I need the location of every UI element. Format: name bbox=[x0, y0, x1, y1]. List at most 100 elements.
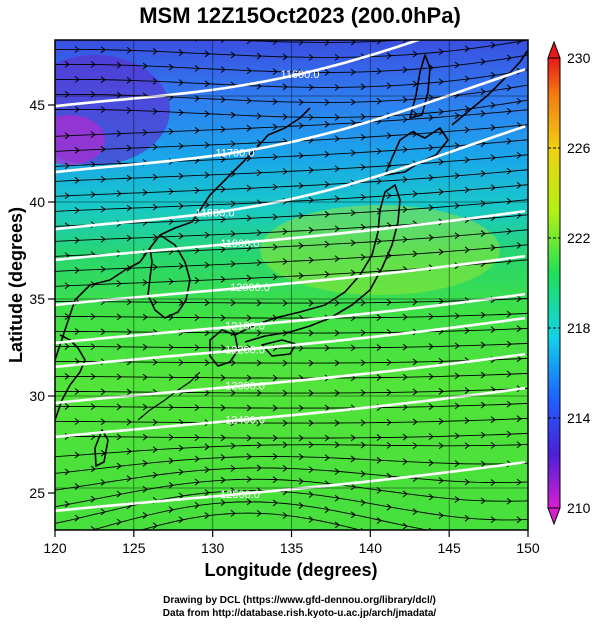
wind-arrow bbox=[282, 389, 288, 397]
coastline-asia-mainland bbox=[55, 107, 311, 361]
wind-arrow bbox=[126, 298, 132, 306]
wind-arrow bbox=[480, 341, 486, 349]
streamline bbox=[55, 357, 528, 364]
wind-arrow bbox=[220, 245, 226, 253]
wind-arrow bbox=[481, 29, 485, 35]
wind-arrow bbox=[376, 97, 382, 105]
wind-arrow bbox=[376, 147, 382, 155]
wind-arrow bbox=[376, 314, 382, 321]
streamline bbox=[55, 372, 528, 379]
wind-arrow bbox=[386, 132, 392, 139]
wind-arrow bbox=[64, 162, 70, 170]
wind-arrow bbox=[464, 186, 470, 194]
wind-arrow bbox=[350, 68, 356, 76]
wind-arrow bbox=[152, 522, 158, 530]
wind-arrow bbox=[74, 266, 80, 274]
wind-arrow bbox=[246, 314, 252, 322]
streamline bbox=[223, 40, 410, 43]
wind-arrow bbox=[204, 329, 210, 337]
wind-arrow bbox=[480, 311, 486, 319]
wind-arrow bbox=[376, 434, 382, 441]
wind-arrow bbox=[65, 534, 69, 540]
contour-label: 12200.0 bbox=[225, 345, 265, 357]
wind-arrow bbox=[428, 433, 434, 440]
wind-arrow bbox=[100, 508, 106, 516]
wind-arrow bbox=[376, 456, 382, 464]
wind-arrow bbox=[168, 506, 174, 514]
wind-arrow bbox=[298, 404, 304, 412]
wind-arrow bbox=[74, 483, 80, 490]
wind-arrow bbox=[506, 137, 512, 145]
wind-arrow bbox=[360, 389, 366, 397]
streamline bbox=[55, 154, 528, 182]
coldest-region bbox=[55, 115, 105, 165]
wind-arrow bbox=[117, 32, 121, 38]
wind-arrow bbox=[490, 441, 496, 449]
wind-arrow bbox=[152, 358, 158, 366]
streamline bbox=[55, 54, 528, 73]
wind-arrow bbox=[308, 83, 314, 91]
wind-arrow bbox=[90, 343, 96, 351]
wind-arrow bbox=[465, 552, 469, 558]
contour-line bbox=[55, 125, 526, 231]
wind-arrow bbox=[178, 49, 184, 56]
wind-arrow bbox=[194, 217, 200, 224]
x-tick-label: 150 bbox=[516, 540, 540, 556]
wind-arrow bbox=[308, 53, 314, 61]
wind-arrow bbox=[126, 328, 132, 336]
streamline bbox=[55, 139, 528, 167]
contour-label: 12100.0 bbox=[225, 321, 265, 333]
contour-line bbox=[55, 209, 526, 262]
wind-arrow bbox=[334, 255, 340, 263]
streamline bbox=[55, 478, 528, 508]
wind-arrow bbox=[194, 455, 200, 463]
wind-arrow bbox=[116, 490, 122, 498]
wind-arrow bbox=[168, 457, 174, 465]
wind-arrow bbox=[194, 344, 200, 352]
wind-arrow bbox=[152, 47, 158, 55]
wind-arrow bbox=[334, 389, 340, 397]
wind-arrow bbox=[376, 40, 382, 45]
wind-arrow bbox=[464, 327, 470, 334]
wind-arrow bbox=[516, 478, 522, 486]
coastline-map bbox=[55, 49, 528, 467]
streamline bbox=[55, 312, 528, 319]
wind-arrow bbox=[386, 358, 392, 366]
wind-arrow bbox=[360, 441, 366, 449]
wind-arrow bbox=[308, 516, 314, 523]
wind-arrow bbox=[101, 538, 105, 544]
wind-arrow bbox=[438, 188, 444, 196]
colorbar-tick-label: 218 bbox=[567, 320, 591, 336]
wind-arrow bbox=[272, 40, 278, 46]
wind-arrow bbox=[204, 141, 210, 149]
wind-arrow bbox=[282, 53, 288, 61]
wind-arrow bbox=[506, 370, 512, 378]
wind-arrow bbox=[412, 388, 418, 396]
wind-arrow bbox=[334, 53, 340, 61]
wind-arrow bbox=[178, 516, 184, 524]
colorbar-scale bbox=[547, 57, 561, 509]
wind-arrow bbox=[168, 278, 174, 285]
wind-arrow bbox=[116, 190, 122, 197]
wind-arrow bbox=[220, 215, 226, 223]
wind-arrow bbox=[480, 401, 486, 409]
wind-arrow bbox=[454, 372, 460, 380]
colorbar: 230 226 222 218 214 210 bbox=[547, 40, 591, 526]
wind-arrow bbox=[246, 475, 252, 483]
wind-arrow bbox=[127, 529, 128, 530]
wind-arrow bbox=[178, 109, 184, 116]
streamline bbox=[55, 387, 528, 394]
wind-arrow bbox=[90, 465, 96, 473]
colorbar-max-arrow bbox=[547, 40, 561, 59]
wind-arrow bbox=[126, 107, 132, 114]
wind-arrow bbox=[360, 329, 366, 337]
wind-arrow bbox=[204, 489, 210, 497]
wind-arrow bbox=[428, 343, 434, 350]
wind-arrow bbox=[142, 459, 148, 467]
streamline bbox=[140, 512, 362, 530]
wind-arrow bbox=[230, 464, 236, 472]
wind-arrow bbox=[516, 211, 522, 219]
wind-arrow bbox=[272, 476, 278, 484]
wind-arrow bbox=[412, 80, 418, 88]
wind-arrow bbox=[298, 453, 304, 461]
